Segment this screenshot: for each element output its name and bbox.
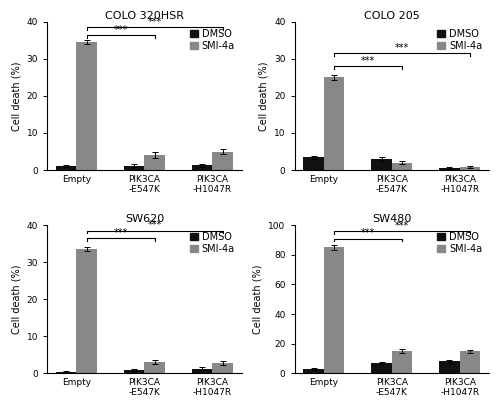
- Title: COLO 320HSR: COLO 320HSR: [105, 11, 184, 21]
- Text: ***: ***: [361, 228, 375, 238]
- Title: SW480: SW480: [372, 215, 412, 224]
- Legend: DMSO, SMI-4a: DMSO, SMI-4a: [436, 230, 484, 256]
- Legend: DMSO, SMI-4a: DMSO, SMI-4a: [188, 230, 236, 256]
- Text: ***: ***: [148, 220, 162, 231]
- Bar: [372, 363, 392, 373]
- Title: SW620: SW620: [125, 215, 164, 224]
- Bar: [192, 165, 212, 170]
- Y-axis label: Cell death (%): Cell death (%): [252, 264, 262, 334]
- Text: ***: ***: [395, 221, 409, 231]
- Y-axis label: Cell death (%): Cell death (%): [11, 61, 21, 131]
- Bar: [324, 78, 344, 170]
- Bar: [304, 157, 324, 170]
- Y-axis label: Cell death (%): Cell death (%): [11, 264, 21, 334]
- Bar: [124, 166, 144, 170]
- Text: ***: ***: [114, 228, 128, 238]
- Bar: [76, 249, 97, 373]
- Text: ***: ***: [114, 24, 128, 35]
- Title: COLO 205: COLO 205: [364, 11, 420, 21]
- Legend: DMSO, SMI-4a: DMSO, SMI-4a: [188, 27, 236, 53]
- Bar: [324, 247, 344, 373]
- Bar: [372, 159, 392, 170]
- Text: ***: ***: [148, 17, 162, 27]
- Bar: [392, 163, 412, 170]
- Text: ***: ***: [395, 43, 409, 53]
- Bar: [144, 362, 165, 373]
- Bar: [124, 370, 144, 373]
- Bar: [440, 168, 460, 170]
- Bar: [304, 369, 324, 373]
- Bar: [144, 155, 165, 170]
- Text: ***: ***: [361, 56, 375, 66]
- Bar: [392, 351, 412, 373]
- Bar: [192, 369, 212, 373]
- Bar: [212, 151, 233, 170]
- Y-axis label: Cell death (%): Cell death (%): [258, 61, 268, 131]
- Bar: [460, 167, 480, 170]
- Bar: [212, 363, 233, 373]
- Bar: [460, 351, 480, 373]
- Bar: [76, 42, 97, 170]
- Legend: DMSO, SMI-4a: DMSO, SMI-4a: [436, 27, 484, 53]
- Bar: [56, 372, 76, 373]
- Bar: [440, 361, 460, 373]
- Bar: [56, 166, 76, 170]
